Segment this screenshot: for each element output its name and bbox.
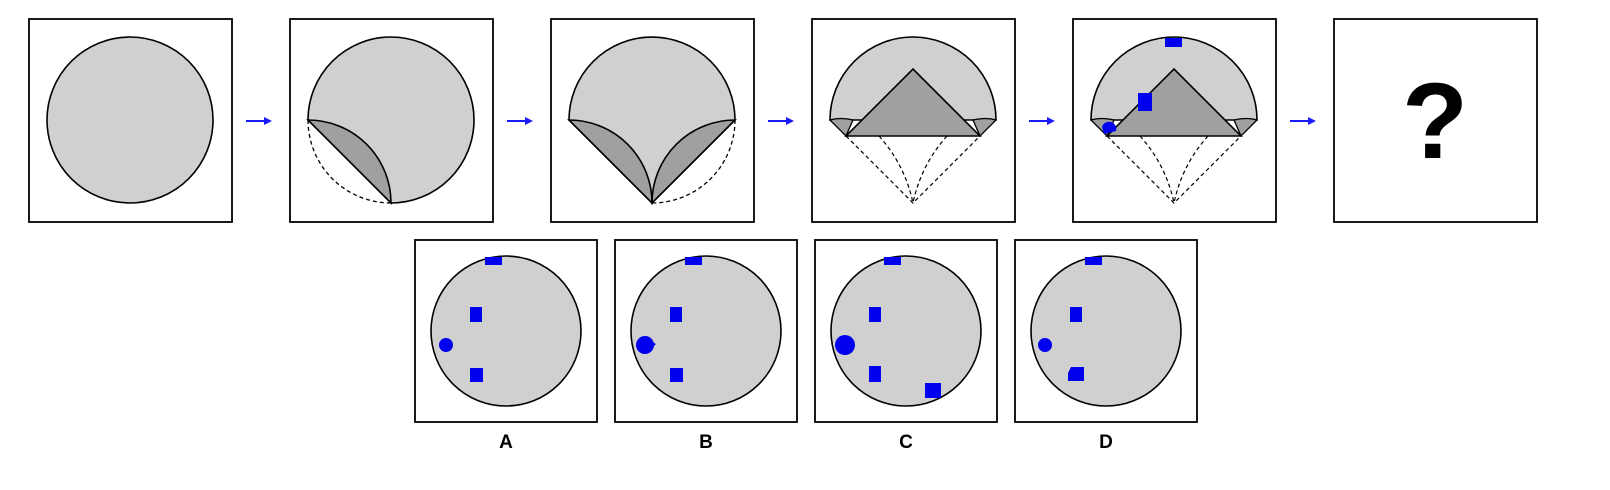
option-d[interactable] (1014, 239, 1198, 423)
paper-disc (430, 255, 582, 407)
corner-flap-right (1233, 117, 1259, 138)
paper-disc (830, 255, 982, 407)
hole-square-lower (670, 368, 683, 382)
question-mark: ? (1402, 60, 1468, 181)
sequence-panel-1 (28, 18, 233, 223)
hole-square-lower (470, 368, 483, 382)
option-a[interactable] (414, 239, 598, 423)
hole-square-bottom-right (925, 383, 941, 398)
arrow-icon (1029, 117, 1055, 125)
fold-outline (1106, 135, 1242, 204)
paper-disc (1030, 255, 1182, 407)
option-b-label[interactable]: B (699, 432, 713, 453)
option-c-label[interactable]: C (899, 432, 913, 453)
option-c[interactable] (814, 239, 998, 423)
hole-square-lower (1068, 367, 1084, 381)
hole-square-top (1165, 38, 1182, 47)
folded-flap (306, 119, 392, 205)
hole-dot-left (1038, 338, 1052, 352)
corner-flap-right (972, 117, 998, 138)
paper-disc (46, 36, 214, 204)
arrow-icon (1290, 117, 1316, 125)
folded-flap-right (651, 119, 737, 205)
hole-square-top (884, 257, 901, 265)
hole-dot-left (439, 338, 453, 352)
hole-square-top (685, 257, 702, 265)
sequence-panel-5 (1072, 18, 1277, 223)
option-a-label[interactable]: A (499, 432, 513, 453)
hole-square-top (485, 257, 502, 265)
paper-disc (307, 36, 475, 204)
option-d-label[interactable]: D (1099, 432, 1113, 453)
hole-dot-left (1102, 121, 1117, 134)
hole-square-middle (1138, 93, 1152, 111)
folded-flap-left (567, 119, 653, 205)
option-b[interactable] (614, 239, 798, 423)
sequence-panel-3 (550, 18, 755, 223)
sequence-panel-2 (289, 18, 494, 223)
fold-outline (307, 119, 392, 204)
hole-square-upper (869, 307, 881, 322)
paper-disc (568, 36, 736, 205)
hole-square-upper (670, 307, 682, 322)
sequence-panel-4 (811, 18, 1016, 223)
hole-square-top (1085, 257, 1102, 265)
hole-square-lower (869, 366, 881, 382)
arrow-icon (507, 117, 533, 125)
fold-outline (651, 119, 736, 204)
sequence-panel-6: ? (1333, 18, 1538, 223)
paper-disc (630, 255, 782, 407)
hole-square-upper (1070, 307, 1082, 322)
hole-dot-left (835, 335, 855, 355)
arrow-icon (768, 117, 794, 125)
hole-notch (649, 340, 656, 350)
folded-triangle (844, 67, 982, 137)
fold-outline (845, 135, 981, 204)
corner-flap-left (828, 117, 854, 138)
hole-square-upper (470, 307, 482, 322)
arrow-icon (246, 117, 272, 125)
